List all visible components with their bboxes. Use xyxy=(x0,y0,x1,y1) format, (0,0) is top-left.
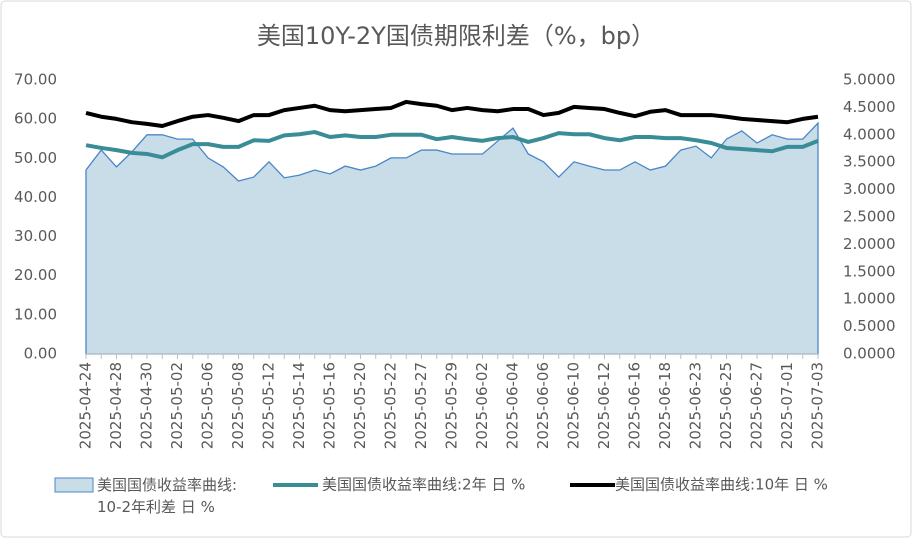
x-tick-label: 2025-05-29 xyxy=(443,362,461,449)
x-tick-label: 2025-04-24 xyxy=(77,362,95,449)
x-tick-label: 2025-05-27 xyxy=(412,362,430,449)
x-tick-label: 2025-05-08 xyxy=(229,362,247,449)
x-tick-label: 2025-07-01 xyxy=(778,362,796,449)
x-tick-label: 2025-06-23 xyxy=(687,362,705,449)
y-tick-label: 60.00 xyxy=(14,110,57,128)
y2-tick-label: 0.0000 xyxy=(843,345,896,363)
x-tick-label: 2025-06-12 xyxy=(595,362,613,449)
legend-label: 美国国债收益率曲线:10-2年利差 日 % xyxy=(97,476,238,516)
area xyxy=(85,121,819,355)
x-tick-label: 2025-05-16 xyxy=(321,362,339,449)
y2-tick-label: 0.5000 xyxy=(843,317,896,335)
y2-tick-label: 2.0000 xyxy=(843,235,896,253)
x-tick-label: 2025-06-25 xyxy=(717,362,735,449)
y2-tick-label: 1.0000 xyxy=(843,290,896,308)
legend-swatch xyxy=(54,477,94,493)
x-tick-label: 2025-05-22 xyxy=(382,362,400,449)
x-tick-label: 2025-05-12 xyxy=(260,362,278,449)
y-tick-label: 50.00 xyxy=(14,149,57,167)
legend-label: 美国国债收益率曲线:10-2年利差 日 % xyxy=(97,476,238,516)
x-tick-label: 2025-04-28 xyxy=(107,362,125,449)
x-tick-label: 2025-06-06 xyxy=(534,362,552,449)
y2-tick-label: 2.5000 xyxy=(843,208,896,226)
line xyxy=(85,130,819,160)
x-tick-label: 2025-06-10 xyxy=(565,362,583,449)
line xyxy=(85,99,819,129)
y-tick-label: 70.00 xyxy=(14,71,57,89)
x-tick-label: 2025-05-06 xyxy=(199,362,217,449)
x-tick-label: 2025-05-20 xyxy=(351,362,369,449)
y-tick-label: 0.00 xyxy=(24,345,57,363)
y-tick-label: 30.00 xyxy=(14,227,57,245)
y-tick-label: 10.00 xyxy=(14,305,57,323)
x-tick-label: 2025-06-27 xyxy=(748,362,766,449)
x-tick-label: 2025-04-30 xyxy=(138,362,156,449)
x-tick-label: 2025-06-04 xyxy=(504,362,522,449)
y-tick-label: 40.00 xyxy=(14,188,57,206)
y2-tick-label: 5.0000 xyxy=(843,71,896,89)
x-tick-label: 2025-07-03 xyxy=(809,362,827,449)
chart-title: 美国10Y-2Y国债期限利差（%，bp） xyxy=(257,22,655,50)
legend-label: 美国国债收益率曲线:2年 日 % xyxy=(322,476,525,494)
x-tick-label: 2025-05-02 xyxy=(168,362,186,449)
x-tick-label: 2025-06-18 xyxy=(656,362,674,449)
y2-tick-label: 3.5000 xyxy=(843,153,896,171)
y2-tick-label: 1.5000 xyxy=(843,262,896,280)
y2-tick-label: 3.0000 xyxy=(843,180,896,198)
x-tick-label: 2025-05-14 xyxy=(290,362,308,449)
x-tick-label: 2025-06-02 xyxy=(473,362,491,449)
x-tick-label: 2025-06-16 xyxy=(626,362,644,449)
y2-tick-label: 4.5000 xyxy=(843,98,896,116)
y2-tick-label: 4.0000 xyxy=(843,125,896,143)
y-tick-label: 20.00 xyxy=(14,266,57,284)
legend-label: 美国国债收益率曲线:10年 日 % xyxy=(615,476,828,494)
